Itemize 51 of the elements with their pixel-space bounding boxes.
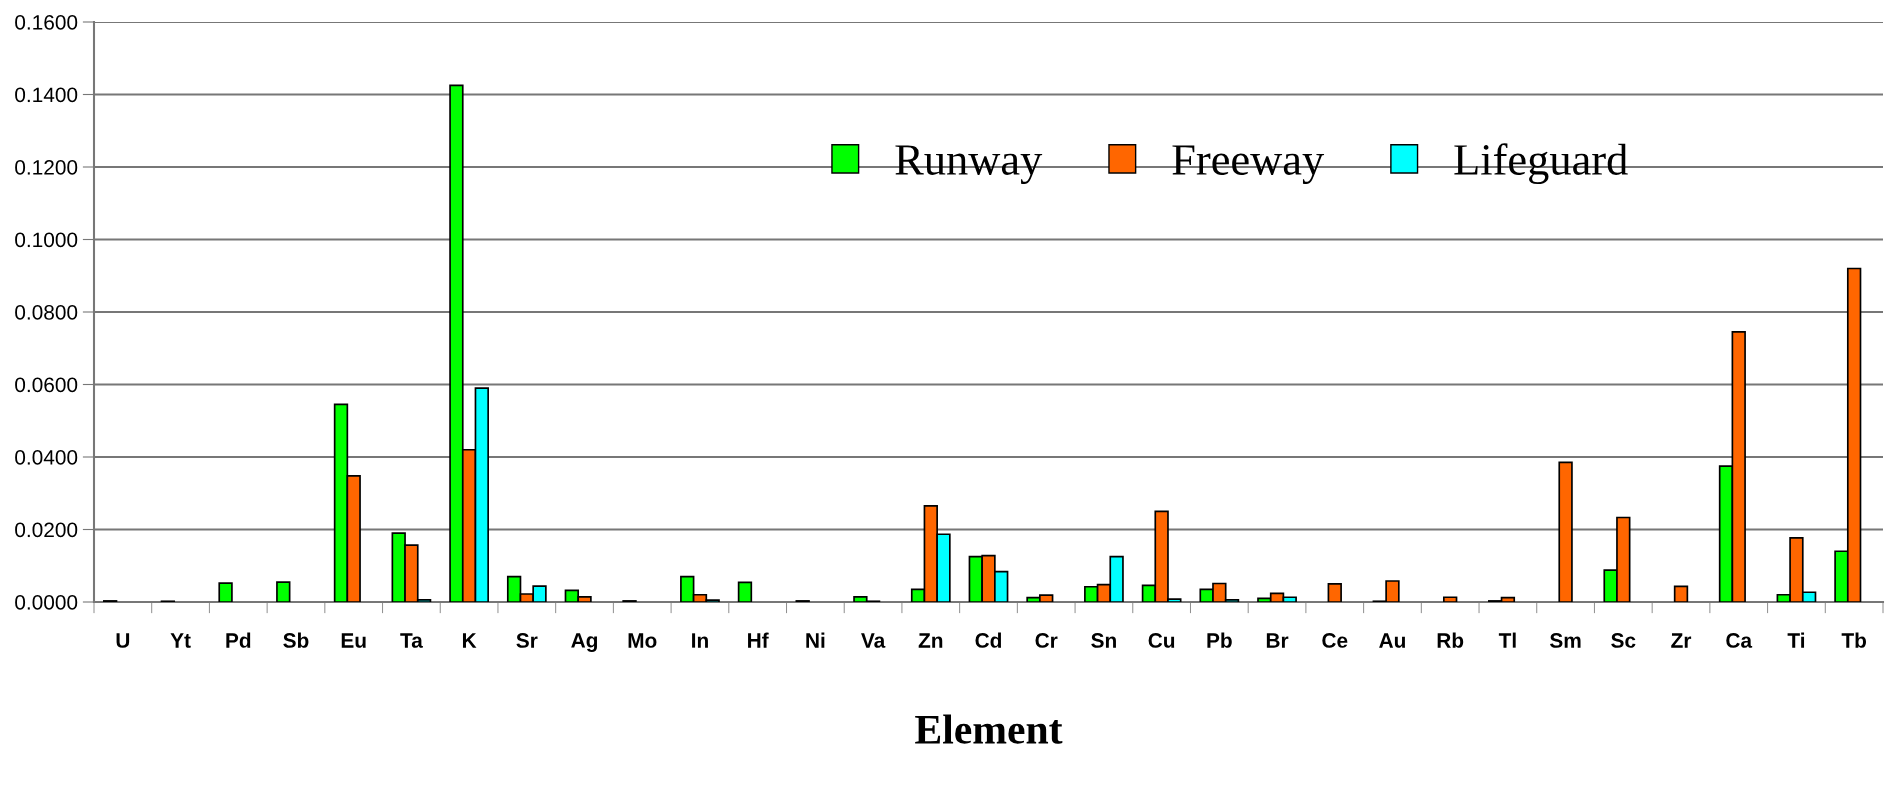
x-tick-label: Au xyxy=(1379,633,1405,648)
x-tick-label: Hf xyxy=(748,632,769,648)
bar xyxy=(737,581,753,602)
bar xyxy=(1673,585,1689,602)
legend-label: Runway xyxy=(895,145,1043,185)
x-tick-label: Cu xyxy=(1148,633,1175,648)
x-tick-label: Sc xyxy=(1611,633,1636,648)
bar xyxy=(1327,583,1342,602)
x-tick-label: K xyxy=(462,633,477,648)
x-tick-label: U xyxy=(116,633,130,648)
y-tick-label: 0.0600 xyxy=(15,377,78,393)
x-tick-label: Mo xyxy=(628,633,657,648)
x-tick-label: Tl xyxy=(1498,632,1516,648)
x-tick-label: Cd xyxy=(975,632,1002,648)
x-tick-label: Ti xyxy=(1787,632,1805,648)
y-tick-label: 0.0800 xyxy=(15,305,78,320)
y-tick-label: 0.1400 xyxy=(15,87,78,103)
y-tick-label: 0.1200 xyxy=(15,160,78,175)
x-tick-label: Sm xyxy=(1549,633,1581,648)
y-tick-label: 0.0400 xyxy=(15,450,78,465)
x-tick-label: Va xyxy=(861,633,886,648)
x-tick-label: Sn xyxy=(1091,633,1116,648)
x-tick-label: Zn xyxy=(918,633,943,648)
x-tick-label: Yt xyxy=(170,633,191,648)
x-tick-label: Ce xyxy=(1322,633,1348,648)
y-tick-label: 0.0000 xyxy=(15,595,78,610)
x-tick-label: Cr xyxy=(1035,633,1058,648)
x-tick-label: Ni xyxy=(806,632,825,648)
x-tick-label: Pb xyxy=(1207,632,1232,648)
x-tick-label: Ca xyxy=(1726,633,1753,648)
x-tick-label: Ta xyxy=(400,633,423,648)
x-tick-label: Br xyxy=(1266,633,1289,648)
x-tick-label: Eu xyxy=(341,633,366,648)
bar xyxy=(218,582,233,602)
legend-label: Freeway xyxy=(1172,145,1325,185)
x-tick-label: Rb xyxy=(1437,632,1464,648)
x-tick-label: In xyxy=(692,633,708,648)
y-tick-label: 0.1600 xyxy=(15,15,78,30)
x-tick-label: Pd xyxy=(226,632,251,648)
x-tick-label: Sb xyxy=(283,632,309,648)
y-tick-label: 0.0200 xyxy=(15,522,78,538)
y-tick-label: 0.1000 xyxy=(15,232,78,248)
bar xyxy=(276,581,291,602)
x-tick-label: Zr xyxy=(1671,633,1692,648)
bar xyxy=(1558,461,1573,602)
legend-label: Lifeguard xyxy=(1454,143,1628,185)
x-tick-label: Sr xyxy=(516,633,538,648)
x-axis-title: Element xyxy=(915,714,1063,744)
bar xyxy=(1442,596,1458,602)
x-tick-label: Ag xyxy=(571,633,598,652)
x-tick-label: Tb xyxy=(1841,632,1867,648)
